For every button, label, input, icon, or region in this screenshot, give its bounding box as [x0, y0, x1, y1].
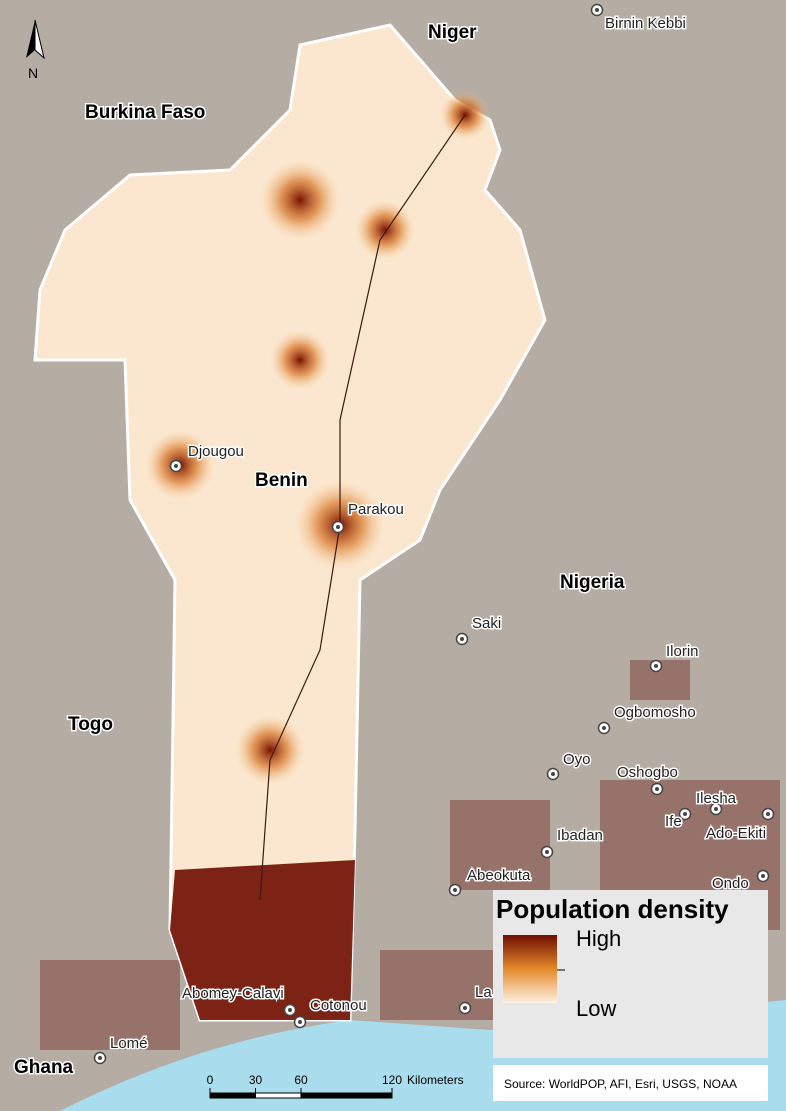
city-marker-center: [655, 787, 659, 791]
country-label: Nigeria: [560, 572, 625, 593]
city-marker-center: [460, 637, 464, 641]
city-label: Oyo: [563, 751, 591, 768]
country-label: Benin: [255, 470, 308, 491]
legend-ramp: [503, 935, 557, 1003]
source-box: [493, 1065, 768, 1101]
city-label: Ondo: [712, 875, 749, 892]
legend: Population density High Low Source: Worl…: [493, 890, 768, 1101]
scale-tick-label: 30: [249, 1073, 263, 1087]
city-labels: Birnin Kebbi Djougou Parakou Saki Ilorin Ogbo…: [93, 3, 775, 1065]
city-marker-center: [683, 812, 687, 816]
city-marker-center: [551, 772, 555, 776]
north-arrow: N: [26, 19, 45, 81]
city-marker-center: [98, 1056, 102, 1060]
country-label: Burkina Faso: [85, 102, 205, 123]
city-marker-center: [595, 8, 599, 12]
city-label: Oshogbo: [617, 764, 678, 781]
city-marker-center: [714, 807, 718, 811]
country-label: Ghana: [14, 1057, 74, 1078]
country-label: Niger: [428, 22, 477, 43]
source-text: Source: WorldPOP, AFI, Esri, USGS, NOAA: [504, 1077, 737, 1091]
north-label: N: [28, 65, 38, 81]
city-marker-center: [602, 726, 606, 730]
city-label: Ife: [665, 813, 682, 830]
city-label: Lomé: [110, 1035, 148, 1052]
scale-tick-label: 0: [207, 1073, 214, 1087]
city-marker-center: [453, 888, 457, 892]
scale-bar-segment: [255, 1092, 302, 1099]
city-marker-center: [288, 1008, 292, 1012]
scale-unit: Kilometers: [407, 1073, 464, 1087]
city-marker-center: [463, 1006, 467, 1010]
country-labels: Niger Burkina Faso Benin Nigeria Togo Gh…: [13, 21, 627, 1080]
city-marker-center: [336, 525, 340, 529]
benin-region: [33, 23, 547, 1022]
city-marker-center: [766, 812, 770, 816]
scale-bar-segment: [209, 1092, 256, 1099]
city-label: Ilesha: [696, 790, 737, 807]
city-label: Saki: [472, 615, 501, 632]
city-label: Abomey-Calavi: [182, 985, 284, 1002]
city-label: Ilorin: [666, 643, 699, 660]
country-label: Togo: [68, 714, 113, 735]
city-label: Ibadan: [557, 827, 603, 844]
city-label: Parakou: [348, 501, 404, 518]
city-marker-center: [545, 850, 549, 854]
city-label: La: [475, 984, 492, 1001]
city-label: Djougou: [188, 443, 244, 460]
density-hotspots: [145, 90, 490, 1020]
city-label: Abeokuta: [467, 867, 531, 884]
legend-low: Low: [576, 996, 616, 1021]
city-marker-center: [298, 1020, 302, 1024]
scale-bar: 0 30 60 120 Kilometers: [207, 1073, 464, 1099]
legend-title: Population density: [496, 894, 729, 924]
city-label: Cotonou: [310, 997, 367, 1014]
legend-high: High: [576, 926, 621, 951]
city-marker-center: [174, 464, 178, 468]
city-marker-center: [654, 664, 658, 668]
scale-tick-label: 120: [382, 1073, 402, 1087]
city-label: Ado-Ekiti: [706, 825, 766, 842]
scale-tick-label: 60: [294, 1073, 308, 1087]
city-marker-center: [761, 874, 765, 878]
scale-bar-segment: [300, 1092, 393, 1099]
urban-patches: [40, 660, 780, 1050]
city-label: Birnin Kebbi: [605, 15, 686, 32]
city-label: Ogbomosho: [614, 704, 696, 721]
